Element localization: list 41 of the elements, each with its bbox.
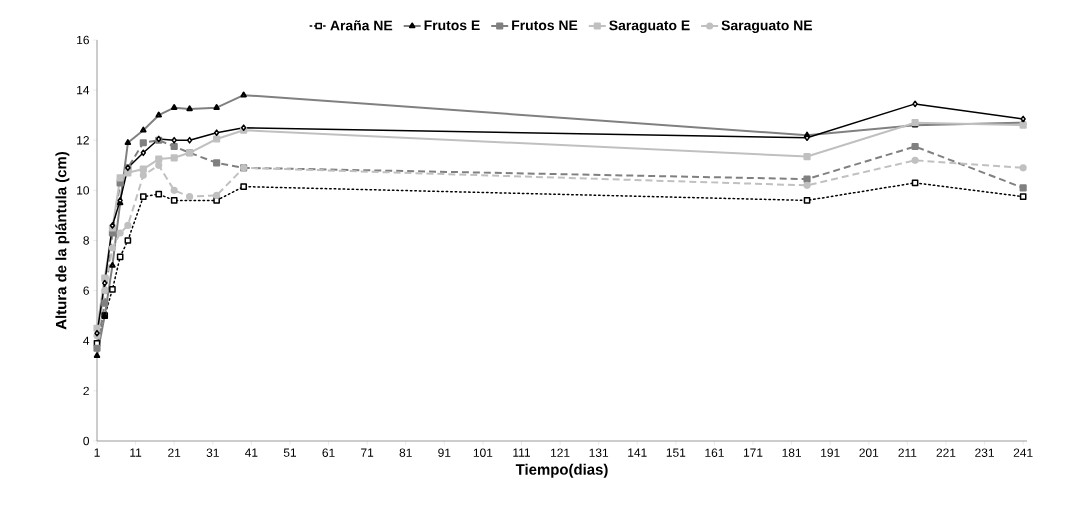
legend-label: Saraguato NE <box>721 20 813 34</box>
x-tick-label: 91 <box>438 448 451 457</box>
x-tick-label: 141 <box>628 448 647 457</box>
x-tick-label: 181 <box>782 448 801 457</box>
x-tick-label: 231 <box>975 448 994 457</box>
y-tick-label: 8 <box>83 236 89 245</box>
legend-label: Frutos E <box>424 20 480 31</box>
legend-label: Saraguato E <box>609 20 690 34</box>
x-tick-label: 211 <box>898 448 917 457</box>
x-tick-label: 31 <box>206 448 219 457</box>
x-tick-label: 121 <box>551 448 570 457</box>
y-tick-label: 2 <box>83 386 89 396</box>
legend-label: Araña NE <box>330 20 393 31</box>
x-tick-label: 81 <box>399 448 412 457</box>
x-tick-label: 101 <box>473 448 493 457</box>
x-axis-title: Tiempo(dias) <box>515 463 608 478</box>
y-tick-label: 0 <box>83 436 90 446</box>
x-tick-label: 191 <box>821 448 840 457</box>
x-tick-label: 41 <box>244 448 258 457</box>
y-tick-label: 14 <box>77 86 90 95</box>
x-tick-label: 201 <box>859 448 879 457</box>
x-tick-label: 71 <box>361 448 374 457</box>
y-tick-label: 16 <box>77 35 89 45</box>
x-tick-label: 151 <box>666 448 686 457</box>
x-tick-label: 131 <box>589 448 609 457</box>
x-tick-label: 51 <box>283 448 297 457</box>
y-tick-label: 10 <box>77 186 90 195</box>
y-axis-title: Altura de la plántula (cm) <box>55 151 70 330</box>
x-tick-label: 171 <box>743 448 763 457</box>
legend-label: Frutos NE <box>512 20 578 31</box>
x-tick-label: 111 <box>513 448 530 457</box>
x-tick-label: 241 <box>1013 448 1033 457</box>
x-tick-label: 21 <box>168 448 181 457</box>
y-tick-label: 4 <box>83 336 90 345</box>
x-tick-label: 161 <box>705 448 724 457</box>
x-tick-label: 61 <box>322 448 335 457</box>
y-tick-label: 6 <box>83 286 89 295</box>
x-tick-label: 221 <box>936 448 956 457</box>
x-tick-label: 1 <box>94 448 100 457</box>
y-tick-label: 12 <box>77 136 89 145</box>
x-tick-label: 11 <box>130 448 142 457</box>
